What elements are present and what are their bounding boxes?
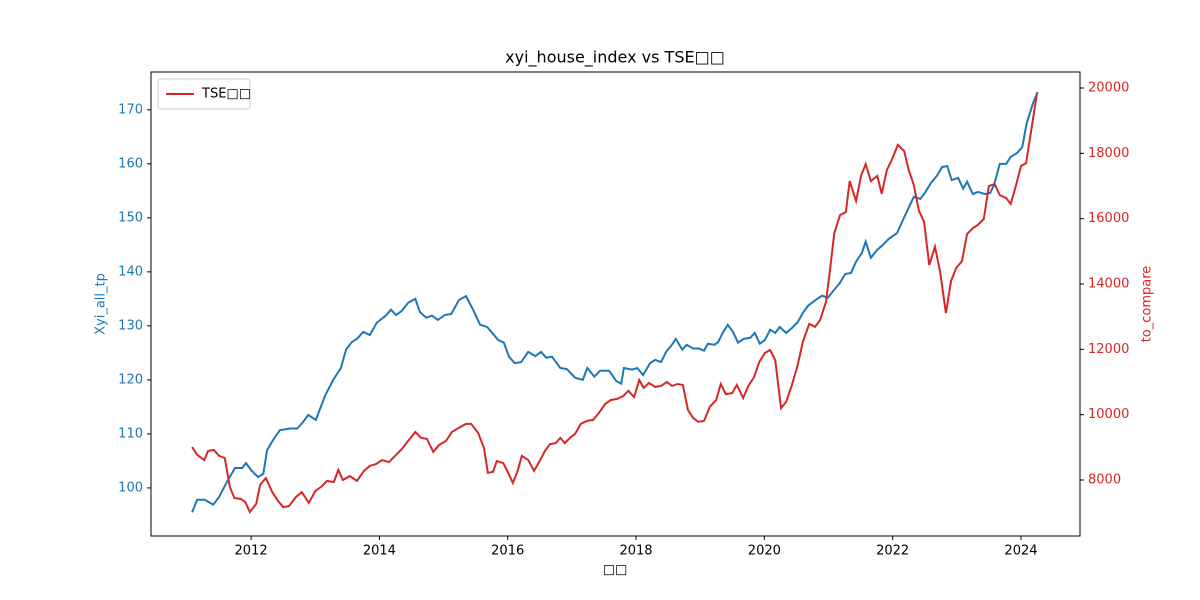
- series-line: [191, 91, 1039, 513]
- y2-tick-label: 20000: [1088, 81, 1129, 96]
- chart-title: xyi_house_index vs TSE□□: [505, 48, 725, 68]
- y2-tick-label: 18000: [1088, 146, 1129, 161]
- y2-tick-label: 12000: [1088, 342, 1129, 357]
- x-axis-label: □□: [603, 563, 628, 578]
- x-tick-label: 2024: [1004, 544, 1037, 559]
- legend-label: TSE□□: [201, 87, 251, 102]
- x-tick-label: 2016: [491, 544, 524, 559]
- y2-tick-label: 14000: [1088, 277, 1129, 292]
- y-tick-label: 100: [118, 480, 143, 495]
- y-tick-label: 120: [118, 372, 143, 387]
- y2-tick-label: 10000: [1088, 407, 1129, 422]
- x-tick-label: 2020: [748, 544, 781, 559]
- x-tick-label: 2014: [363, 544, 396, 559]
- x-tick-label: 2022: [876, 544, 909, 559]
- y-tick-label: 140: [118, 264, 143, 279]
- y2-axis-label: to_compare: [1140, 266, 1155, 343]
- y-axis-label: Xyi_all_tp: [94, 273, 109, 335]
- y2-tick-label: 8000: [1088, 473, 1121, 488]
- x-tick-label: 2012: [235, 544, 268, 559]
- y-tick-label: 150: [118, 210, 143, 225]
- plot-frame: [150, 71, 1081, 537]
- y-tick-label: 110: [118, 426, 143, 441]
- y2-tick-label: 16000: [1088, 211, 1129, 226]
- y-tick-label: 130: [118, 318, 143, 333]
- x-tick-label: 2018: [619, 544, 652, 559]
- series-line: [191, 92, 1038, 514]
- legend-box: [157, 78, 251, 110]
- y-tick-label: 170: [118, 102, 143, 117]
- y-tick-label: 160: [118, 156, 143, 171]
